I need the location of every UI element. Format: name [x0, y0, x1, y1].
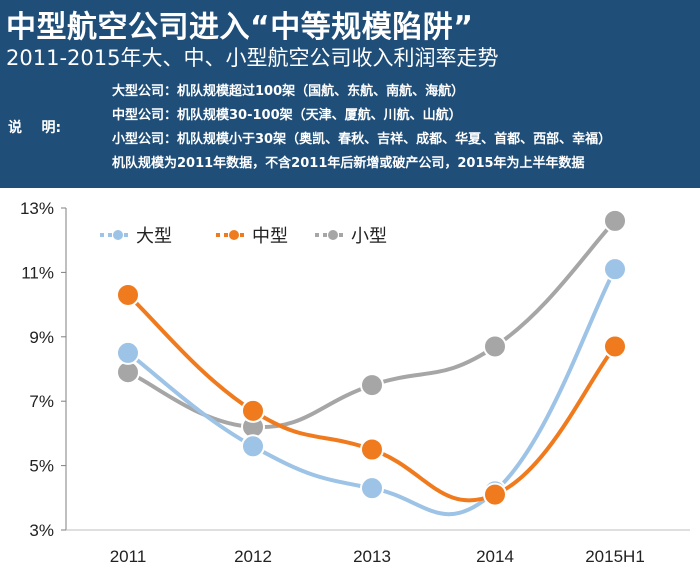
data-point-小型	[603, 208, 627, 233]
data-point-中型	[483, 482, 507, 507]
data-point-小型	[483, 334, 507, 359]
y-tick-label: 9%	[29, 328, 54, 347]
x-tick-label: 2014	[476, 547, 514, 566]
y-tick-label: 13%	[20, 199, 54, 218]
data-point-大型	[241, 434, 265, 459]
legend-marker-大型	[113, 230, 123, 240]
data-point-中型	[360, 437, 384, 462]
y-tick-label: 11%	[21, 263, 54, 282]
note-data-scope: 机队规模为2011年数据，不含2011年后新增或破产公司，2015年为上半年数据	[112, 156, 585, 171]
y-tick-label: 3%	[29, 521, 54, 540]
series-line-中型	[126, 292, 617, 503]
data-point-小型	[360, 373, 384, 398]
x-tick-label: 2012	[234, 547, 272, 566]
legend-marker-中型	[229, 230, 239, 240]
note-label: 说 明:	[8, 120, 62, 136]
data-point-中型	[241, 398, 265, 423]
legend-label-中型: 中型	[252, 226, 288, 247]
legend-label-大型: 大型	[136, 226, 172, 247]
series-line-大型	[126, 267, 617, 517]
legend-label-小型: 小型	[351, 226, 387, 247]
x-tick-label: 2011	[110, 547, 147, 566]
note-medium-airlines: 中型公司：机队规模30-100架（天津、厦航、川航、山航）	[112, 108, 462, 123]
data-point-大型	[603, 257, 627, 282]
data-point-中型	[603, 334, 627, 359]
data-point-大型	[360, 476, 384, 501]
data-point-中型	[116, 282, 140, 307]
header-banner: 中型航空公司进入“中等规模陷阱” 2011-2015年大、中、小型航空公司收入利…	[0, 0, 700, 188]
note-small-airlines: 小型公司：机队规模小于30架（奥凯、春秋、吉祥、成都、华夏、首都、西部、幸福）	[112, 132, 612, 147]
legend-marker-小型	[328, 230, 338, 240]
note-large-airlines: 大型公司：机队规模超过100架（国航、东航、南航、海航）	[112, 84, 465, 99]
page-subtitle: 2011-2015年大、中、小型航空公司收入利润率走势	[6, 46, 499, 70]
x-tick-label: 2013	[353, 547, 391, 566]
data-point-大型	[116, 340, 140, 365]
line-chart: 3% 5% 7% 9% 11% 13% 2011 2012 2013 2014 2015H1 大型 中型…	[20, 199, 690, 566]
page-title: 中型航空公司进入“中等规模陷阱”	[6, 10, 474, 45]
y-tick-label: 5%	[29, 457, 54, 476]
y-tick-label: 7%	[29, 392, 54, 411]
x-tick-label: 2015H1	[585, 547, 645, 566]
